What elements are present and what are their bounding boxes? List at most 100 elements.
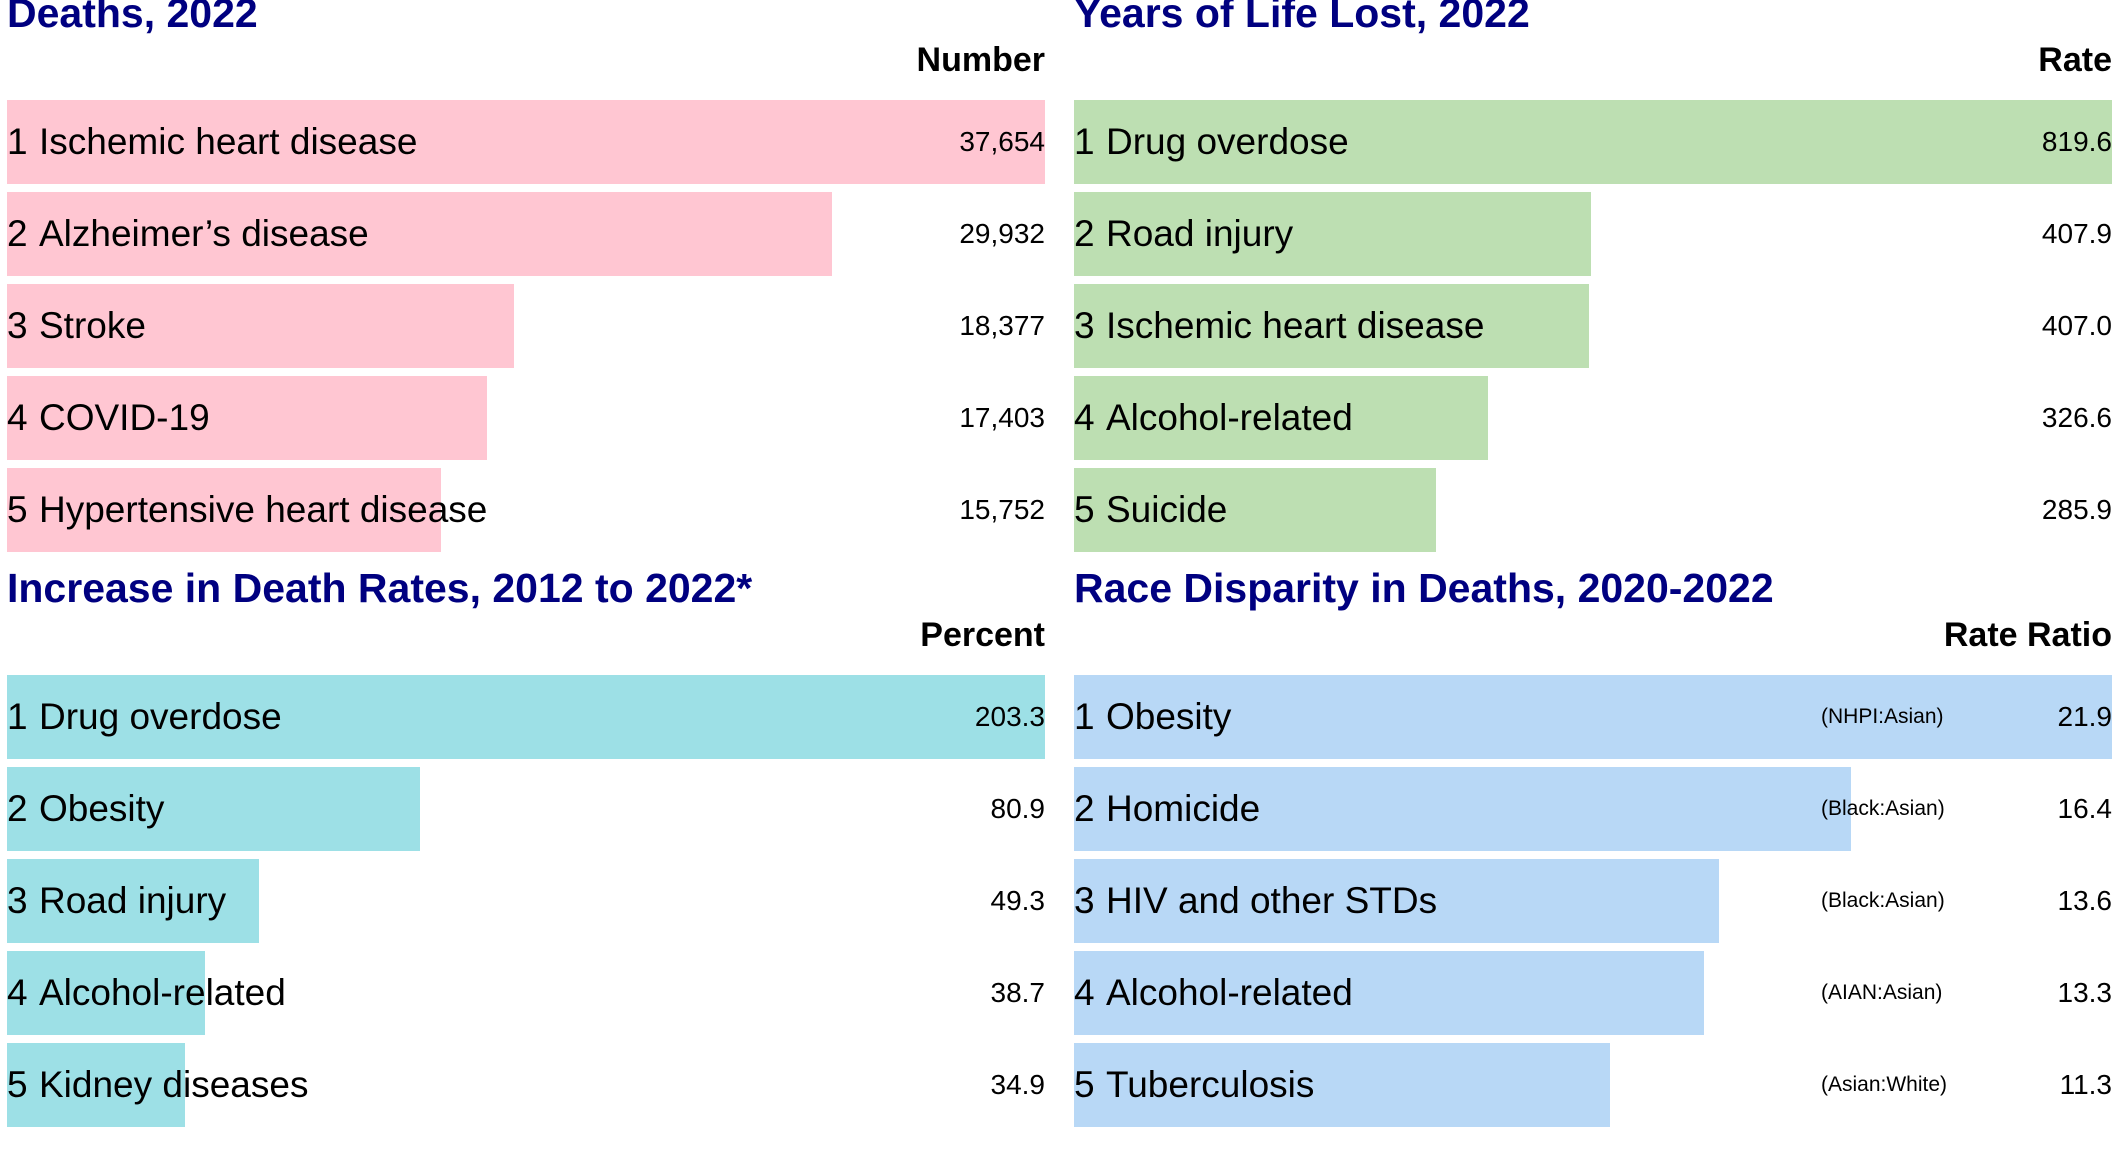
value-label: 49.3 (990, 885, 1046, 916)
cause-label: COVID-19 (39, 397, 210, 438)
bar (1074, 859, 1719, 943)
cause-label: Obesity (1106, 696, 1232, 737)
bar-row: 3 Stroke 18,377 (7, 284, 1045, 368)
cause-label: Obesity (39, 788, 165, 829)
rank-number: 5 (7, 489, 28, 530)
value-label: 18,377 (959, 310, 1045, 341)
cause-label: Homicide (1106, 788, 1261, 829)
bar-row: 4 Alcohol-related 326.6 (1074, 376, 2112, 460)
value-label: 285.9 (2041, 494, 2112, 525)
value-label: 13.6 (2057, 885, 2112, 916)
bar-row: 1 Drug overdose 819.6 (1074, 100, 2112, 184)
value-label: 407.9 (2041, 218, 2112, 249)
value-label: 203.3 (974, 701, 1045, 732)
value-label: 13.3 (2057, 977, 2112, 1008)
rank-number: 2 (7, 213, 28, 254)
rank-number: 2 (1074, 788, 1095, 829)
rank-number: 3 (1074, 880, 1095, 921)
cause-label: Alcohol-related (1106, 972, 1353, 1013)
bar (7, 468, 442, 552)
chart-title: Years of Life Lost, 2022 (1074, 0, 1530, 36)
rank-number: 1 (1074, 696, 1095, 737)
rank-number: 4 (7, 397, 28, 438)
bar-row: 2 Obesity 80.9 (7, 767, 1045, 851)
bar-row: 4 Alcohol-related 38.7 (7, 951, 1045, 1035)
bar-row: 4 Alcohol-related (AIAN:Asian) 13.3 (1074, 951, 2112, 1035)
value-label: 16.4 (2057, 793, 2112, 824)
value-label: 21.9 (2057, 701, 2112, 732)
value-label: 326.6 (2041, 402, 2112, 433)
bar-row: 3 Road injury 49.3 (7, 859, 1045, 943)
measure-label: Rate (2038, 41, 2112, 79)
comparison-group-label: (Black:Asian) (1821, 889, 1945, 912)
bar (1074, 951, 1705, 1035)
value-label: 11.3 (2059, 1069, 2112, 1100)
bar-row: 2 Road injury 407.9 (1074, 192, 2112, 276)
rank-number: 5 (7, 1064, 28, 1105)
value-label: 17,403 (959, 402, 1045, 433)
bar (1074, 675, 2112, 759)
bar-row: 5 Tuberculosis (Asian:White) 11.3 (1074, 1043, 2112, 1127)
bar-row: 2 Alzheimer’s disease 29,932 (7, 192, 1045, 276)
bar-row: 1 Drug overdose 203.3 (7, 675, 1045, 759)
comparison-group-label: (AIAN:Asian) (1821, 981, 1943, 1004)
bar (7, 100, 1045, 184)
bar (7, 951, 205, 1035)
bar (1074, 468, 1437, 552)
value-label: 37,654 (959, 126, 1045, 157)
bar (1074, 284, 1590, 368)
rank-number: 1 (7, 121, 28, 162)
chart-title: Increase in Death Rates, 2012 to 2022* (7, 565, 753, 611)
rank-number: 3 (7, 880, 28, 921)
bar (7, 376, 487, 460)
bar (1074, 100, 2112, 184)
bar (1074, 376, 1488, 460)
value-label: 15,752 (959, 494, 1045, 525)
value-label: 80.9 (990, 793, 1046, 824)
rank-number: 5 (1074, 1064, 1095, 1105)
bar (7, 284, 514, 368)
bar-row: 5 Kidney diseases 34.9 (7, 1043, 1045, 1127)
value-label: 34.9 (990, 1069, 1046, 1100)
cause-label: Kidney diseases (39, 1064, 309, 1105)
measure-label: Number (916, 41, 1045, 79)
bar-row: 4 COVID-19 17,403 (7, 376, 1045, 460)
cause-label: Road injury (39, 880, 227, 921)
bar-row: 3 HIV and other STDs (Black:Asian) 13.6 (1074, 859, 2112, 943)
bar-row: 1 Obesity (NHPI:Asian) 21.9 (1074, 675, 2112, 759)
value-label: 38.7 (990, 977, 1046, 1008)
bar (7, 192, 833, 276)
bar (7, 859, 259, 943)
rank-number: 4 (7, 972, 28, 1013)
cause-label: Ischemic heart disease (39, 121, 418, 162)
rank-number: 2 (7, 788, 28, 829)
cause-label: Tuberculosis (1106, 1064, 1315, 1105)
bar-row: 2 Homicide (Black:Asian) 16.4 (1074, 767, 2112, 851)
bar-row: 1 Ischemic heart disease 37,654 (7, 100, 1045, 184)
value-label: 29,932 (959, 218, 1045, 249)
cause-label: Ischemic heart disease (1106, 305, 1485, 346)
value-label: 819.6 (2041, 126, 2112, 157)
cause-label: Hypertensive heart disease (39, 489, 488, 530)
chart-title: Race Disparity in Deaths, 2020-2022 (1074, 565, 1774, 611)
cause-label: HIV and other STDs (1106, 880, 1438, 921)
bar-row: 5 Hypertensive heart disease 15,752 (7, 468, 1045, 552)
rank-number: 4 (1074, 972, 1095, 1013)
cause-label: Stroke (39, 305, 146, 346)
comparison-group-label: (Asian:White) (1821, 1073, 1948, 1096)
rank-number: 1 (1074, 121, 1095, 162)
cause-label: Alzheimer’s disease (39, 213, 369, 254)
rank-number: 5 (1074, 489, 1095, 530)
cause-label: Drug overdose (1106, 121, 1349, 162)
bar-row: 5 Suicide 285.9 (1074, 468, 2112, 552)
chart-title: Deaths, 2022 (7, 0, 258, 36)
measure-label: Rate Ratio (1943, 616, 2112, 654)
bar (1074, 192, 1591, 276)
bar (1074, 767, 1852, 851)
comparison-group-label: (NHPI:Asian) (1821, 705, 1944, 728)
cause-label: Alcohol-related (39, 972, 286, 1013)
cause-label: Drug overdose (39, 696, 282, 737)
measure-label: Percent (920, 616, 1045, 654)
bar (7, 1043, 186, 1127)
bar (7, 675, 1045, 759)
